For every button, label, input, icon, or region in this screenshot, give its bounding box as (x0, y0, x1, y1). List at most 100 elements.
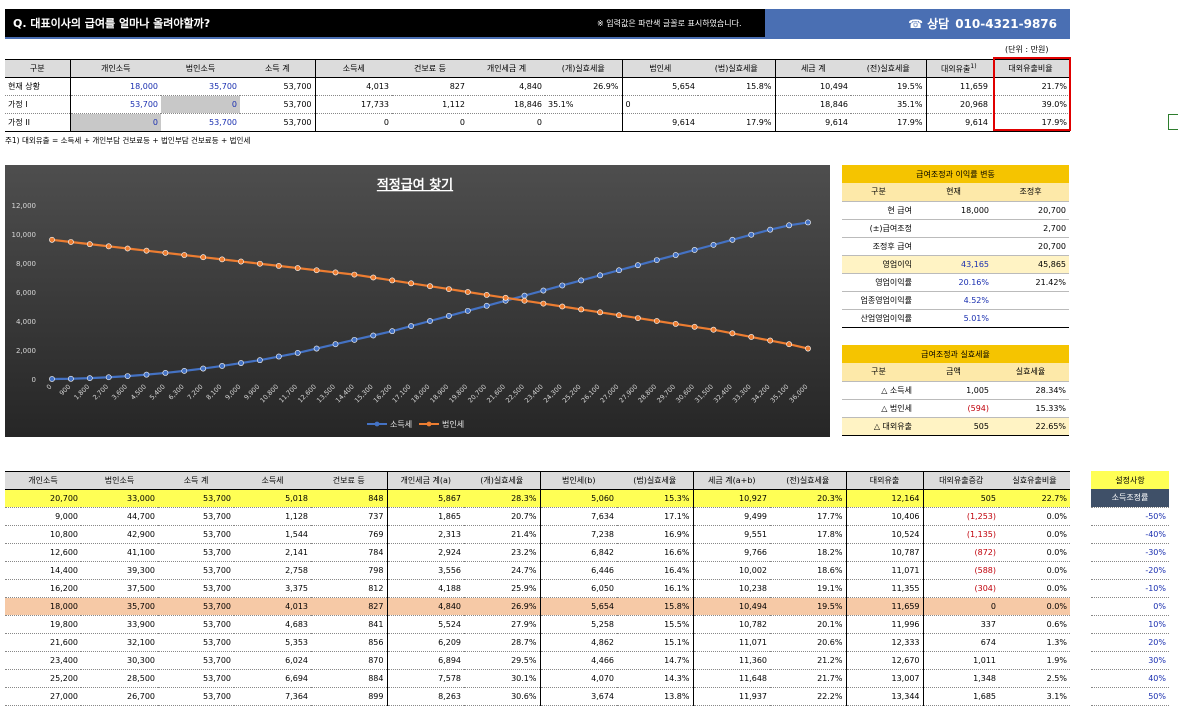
simulation-cell: 5,258 (539, 615, 617, 634)
summary-input-cell[interactable]: 53,700 (161, 113, 240, 132)
data-point (200, 365, 207, 372)
simulation-row: 25,200 28,500 53,700 6,694 884 7,578 30.1% 4,07… (5, 669, 1070, 688)
data-point (68, 239, 74, 245)
simulation-cell: 16,200 (5, 579, 81, 598)
adjust-rate-cell[interactable]: 20% (1091, 633, 1169, 652)
data-point (786, 222, 792, 229)
data-point (805, 219, 811, 226)
panel-input-cell[interactable]: 4.52% (915, 291, 992, 310)
adjust-rate-cell[interactable]: -10% (1091, 579, 1169, 598)
adjust-rate-cell[interactable]: -30% (1091, 543, 1169, 562)
panel-input-cell[interactable]: 43,165 (915, 255, 992, 274)
panel-header-cell: 실효세율 (992, 363, 1070, 382)
data-point (86, 241, 93, 248)
data-point (219, 363, 225, 369)
settings-row: 0% (1091, 597, 1169, 616)
simulation-cell: 18.6% (770, 561, 846, 580)
header-underline (5, 37, 765, 39)
adjust-rate-cell[interactable]: 40% (1091, 669, 1169, 688)
simulation-cell: 1.9% (999, 651, 1070, 670)
panel-title-row: 급여조정과 이익률 변동 (842, 165, 1070, 183)
data-point (597, 309, 603, 316)
simulation-cell: 0.6% (999, 615, 1070, 634)
cell-cursor (1168, 114, 1178, 130)
adjust-rate-cell[interactable]: 0% (1091, 597, 1169, 616)
summary-header-cell: 법인세 (621, 59, 698, 78)
x-tick-label: 29,700 (655, 383, 677, 405)
panel-label: (±)급여조정 (842, 219, 915, 238)
simulation-cell: 5,654 (539, 597, 617, 616)
summary-input-cell[interactable]: 18,000 (69, 77, 161, 96)
simulation-cell: 0.0% (999, 507, 1070, 526)
settings-row: 30% (1091, 651, 1169, 670)
simulation-header-cell: 세금 계(a+b) (692, 471, 770, 490)
summary-cell: 0 (468, 113, 545, 132)
adjust-rate-cell[interactable]: -20% (1091, 561, 1169, 580)
x-tick-label: 27,900 (618, 383, 640, 405)
panel-cell: (594) (915, 399, 992, 418)
simulation-cell: 14.7% (617, 651, 693, 670)
panel-label: 조정후 급여 (842, 237, 915, 256)
settings-title-row: 설정사항 (1091, 471, 1169, 489)
summary-input-cell[interactable]: 0 (161, 95, 240, 114)
contact-box[interactable]: ☎ 상담 010-4321-9876 (765, 9, 1070, 39)
summary-cell: 17.9% (698, 113, 775, 132)
simulation-cell: 42,900 (81, 525, 158, 544)
simulation-cell: 13,007 (845, 669, 923, 688)
data-point (464, 307, 471, 314)
panel-cell: 28.34% (992, 381, 1070, 400)
salary-margin-panel: 급여조정과 이익률 변동 구분 현재 조정후 현 급여 18,000 20,70… (842, 165, 1070, 328)
adjust-rate-cell[interactable]: 30% (1091, 651, 1169, 670)
simulation-row: 12,600 41,100 53,700 2,141 784 2,924 23.2% 6,84… (5, 543, 1070, 562)
summary-header-cell: 건보료 등 (392, 59, 468, 78)
data-point (294, 265, 301, 271)
summary-input-cell[interactable]: 0 (69, 113, 161, 132)
simulation-header-cell: 대외유출증감 (922, 471, 999, 490)
panel-header-row: 구분 현재 조정후 (842, 183, 1070, 202)
simulation-cell: 17.8% (770, 525, 846, 544)
phone-icon: ☎ (908, 17, 924, 31)
panel-row: 산업영업이익률 5.01% (842, 309, 1070, 328)
simulation-cell: 0.0% (999, 561, 1070, 580)
data-point (653, 318, 660, 324)
adjust-rate-cell[interactable]: 50% (1091, 687, 1169, 706)
simulation-row: 19,800 33,900 53,700 4,683 841 5,524 27.9% 5,25… (5, 615, 1070, 634)
settings-row: 20% (1091, 633, 1169, 652)
data-point (313, 345, 320, 352)
panel-header-row: 구분 금액 실효세율 (842, 363, 1070, 382)
settings-row: 10% (1091, 615, 1169, 634)
simulation-cell: 8,263 (386, 687, 464, 706)
panel-header-cell: 구분 (842, 363, 915, 382)
summary-input-cell[interactable]: 53,700 (69, 95, 161, 114)
adjust-rate-cell[interactable]: -50% (1091, 507, 1169, 526)
simulation-cell: 12,333 (845, 633, 923, 652)
simulation-cell: 5,867 (386, 489, 464, 508)
data-point (748, 334, 755, 340)
simulation-cell: 827 (311, 597, 387, 616)
summary-cell: 5,654 (621, 77, 698, 96)
panel-cell: 18,000 (915, 201, 992, 220)
adjust-rate-cell[interactable]: -40% (1091, 525, 1169, 544)
simulation-cell: 53,700 (158, 579, 234, 598)
simulation-cell: 37,500 (81, 579, 158, 598)
panel-cell: 45,865 (992, 255, 1070, 274)
simulation-table: 개인소득 법인소득 소득 계 소득세 건보료 등 개인세금 계(a) (개)실효세율 법인세(… (5, 471, 1070, 706)
summary-input-cell[interactable]: 35,700 (161, 77, 240, 96)
simulation-cell: 13.8% (617, 687, 693, 706)
summary-header-row: 구분 개인소득 법인소득 소득 계 소득세 건보료 등 개인세금 계 (개)실효… (5, 59, 1070, 78)
simulation-cell: 6,894 (386, 651, 464, 670)
simulation-cell: 0.0% (999, 525, 1070, 544)
panel-input-cell[interactable]: 5.01% (915, 309, 992, 328)
simulation-cell: 1,685 (922, 687, 999, 706)
x-tick-label: 10,800 (258, 383, 280, 405)
simulation-cell: 6,209 (386, 633, 464, 652)
summary-cell: 18,846 (774, 95, 851, 114)
contact-label: 상담 (927, 17, 950, 31)
data-point (672, 252, 679, 258)
highlight-box (993, 57, 1071, 131)
summary-cell: 39.0% (991, 95, 1070, 114)
adjust-rate-cell[interactable]: 10% (1091, 615, 1169, 634)
summary-header-cell: 구분 (5, 59, 70, 78)
summary-row: 가정 I 53,700 0 53,700 17,733 1,112 18,846… (5, 95, 1070, 114)
panel-cell (915, 237, 992, 256)
